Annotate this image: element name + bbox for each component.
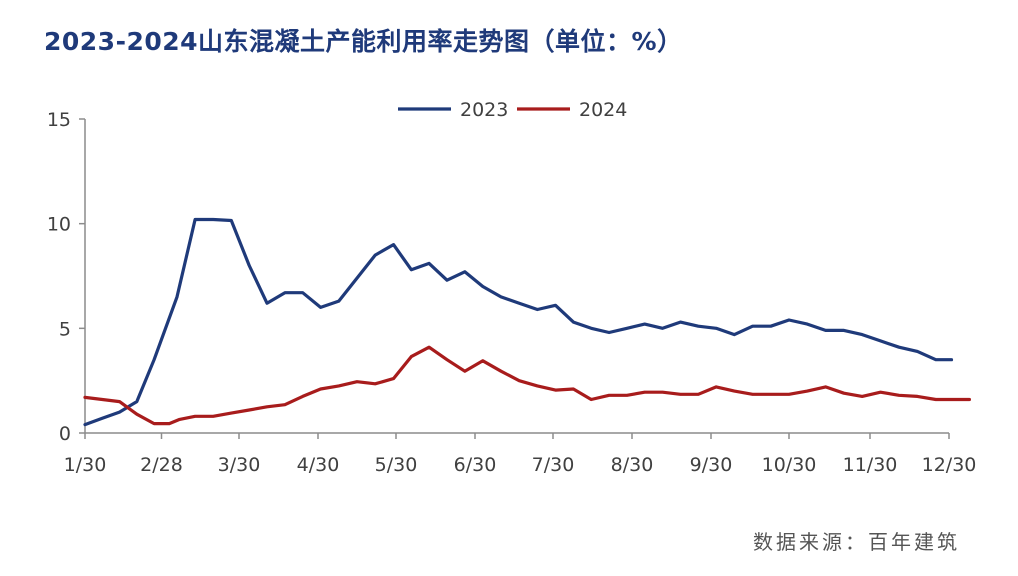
legend-label-2024: 2024 [579,99,627,121]
x-tick-label: 7/30 [532,454,575,476]
x-tick-label: 9/30 [690,454,733,476]
x-tick-label: 12/30 [922,454,977,476]
x-tick-label: 5/30 [375,454,418,476]
series-line-2023 [83,217,954,427]
x-tick-label: 11/30 [843,454,898,476]
y-tick-label: 10 [47,214,71,236]
x-tick-label: 4/30 [297,454,340,476]
series-line-2024 [83,345,971,426]
chart-legend: 2023 2024 [398,99,627,121]
x-tick-label: 8/30 [611,454,654,476]
x-tick-label: 1/30 [64,454,107,476]
x-tick-label: 10/30 [762,454,817,476]
x-tick-label: 2/28 [140,454,183,476]
y-tick-label: 15 [47,109,71,131]
data-source-note: 数据来源：百年建筑 [753,530,960,554]
y-tick-label: 5 [59,318,71,340]
legend-label-2023: 2023 [460,99,508,121]
x-tick-label: 3/30 [218,454,261,476]
chart-series [83,217,971,427]
x-tick-label: 6/30 [454,454,497,476]
chart-axes: 0 5 10 15 1/30 2/28 3/30 4/30 5/30 6/30 7/30 8/30 9/… [47,109,977,476]
y-tick-label: 0 [59,423,71,445]
chart-title: 2023-2024山东混凝土产能利用率走势图（单位：%） [44,27,683,56]
